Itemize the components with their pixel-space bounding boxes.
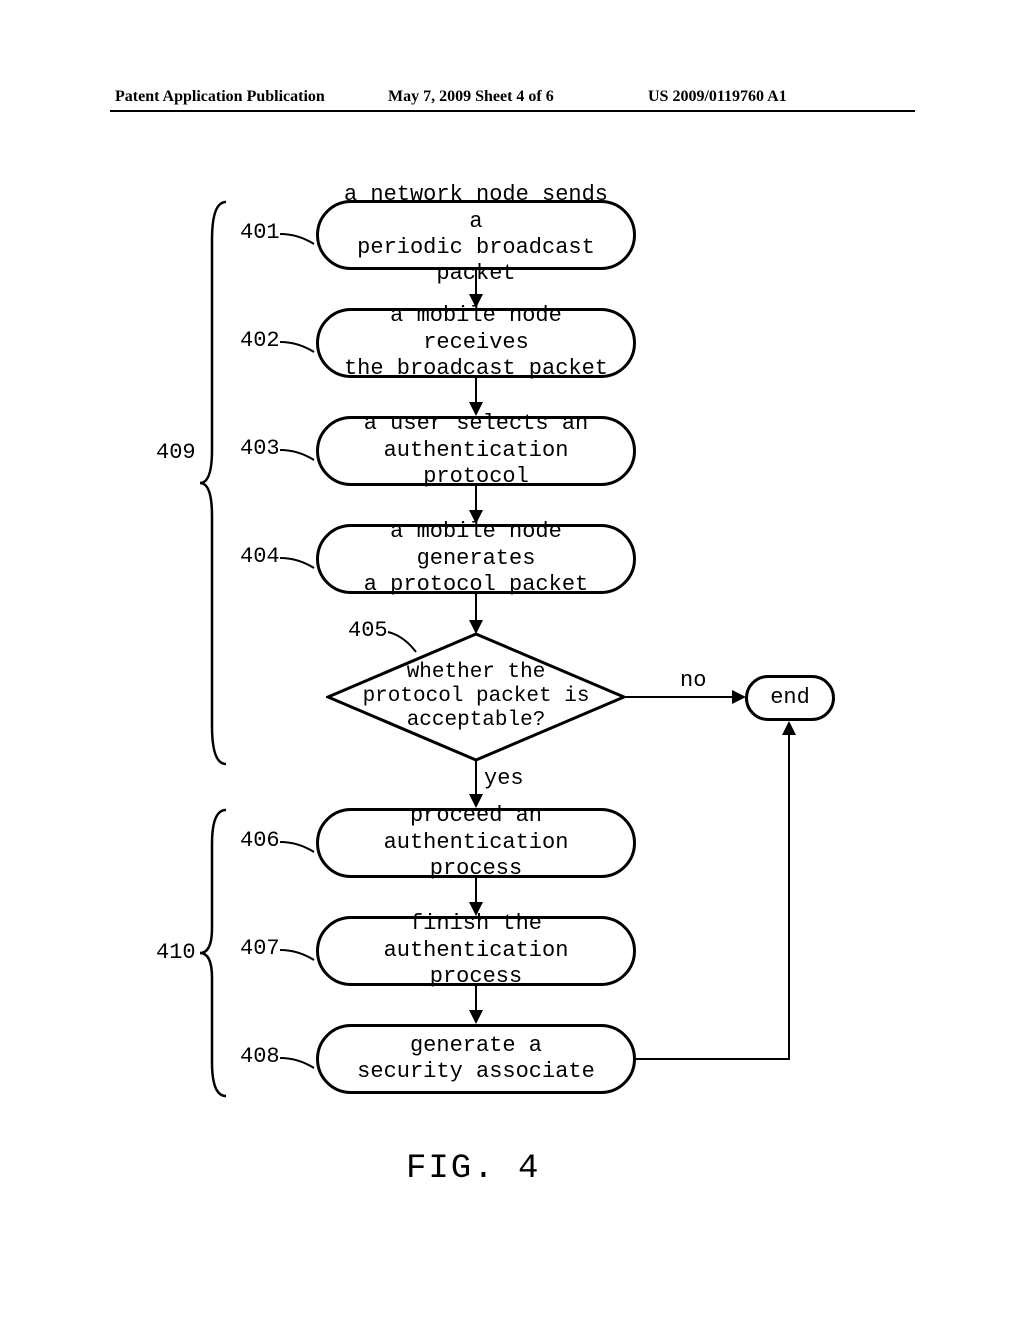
edge-no (624, 696, 734, 698)
node-402: a mobile node receivesthe broadcast pack… (316, 308, 636, 378)
label-405: 405 (348, 618, 388, 643)
edge-406-407 (475, 878, 477, 904)
node-406-text: proceed anauthentication process (337, 803, 615, 882)
edge-406-407-arrow (469, 902, 483, 916)
label-no: no (680, 668, 706, 693)
edge-407-408 (475, 986, 477, 1012)
edge-405-406 (475, 760, 477, 796)
edge-403-404-arrow (469, 510, 483, 524)
edge-405-406-arrow (469, 794, 483, 808)
edge-404-405 (475, 594, 477, 622)
node-403: a user selects anauthentication protocol (316, 416, 636, 486)
header-right: US 2009/0119760 A1 (648, 88, 787, 106)
edge-403-404 (475, 486, 477, 512)
label-404: 404 (240, 544, 280, 569)
edge-402-403-arrow (469, 402, 483, 416)
edge-no-arrow (732, 690, 746, 704)
node-405-decision: whether theprotocol packet isacceptable? (326, 632, 626, 762)
node-405-text: whether theprotocol packet isacceptable? (363, 661, 590, 733)
node-408-text: generate asecurity associate (357, 1033, 595, 1086)
brace-410 (198, 808, 230, 1098)
brace-409 (198, 200, 230, 766)
edge-407-408-arrow (469, 1010, 483, 1024)
edge-408-end-h (636, 1058, 790, 1060)
figure-caption: FIG. 4 (406, 1150, 540, 1188)
node-404: a mobile node generatesa protocol packet (316, 524, 636, 594)
header-mid: May 7, 2009 Sheet 4 of 6 (388, 88, 554, 106)
node-406: proceed anauthentication process (316, 808, 636, 878)
node-403-text: a user selects anauthentication protocol (337, 411, 615, 490)
node-404-text: a mobile node generatesa protocol packet (337, 519, 615, 598)
node-407-text: finish theauthentication process (337, 911, 615, 990)
edge-402-403 (475, 378, 477, 404)
edge-408-end-v (788, 733, 790, 1060)
label-407: 407 (240, 936, 280, 961)
label-401: 401 (240, 220, 280, 245)
edge-401-402-arrow (469, 294, 483, 308)
label-409: 409 (156, 440, 196, 465)
label-402: 402 (240, 328, 280, 353)
header-rule (110, 110, 915, 112)
label-408: 408 (240, 1044, 280, 1069)
node-402-text: a mobile node receivesthe broadcast pack… (337, 303, 615, 382)
edge-401-402 (475, 270, 477, 296)
node-end: end (745, 675, 835, 721)
label-406: 406 (240, 828, 280, 853)
node-407: finish theauthentication process (316, 916, 636, 986)
node-401: a network node sends aperiodic broadcast… (316, 200, 636, 270)
edge-404-405-arrow (469, 620, 483, 634)
label-yes: yes (484, 766, 524, 791)
label-410: 410 (156, 940, 196, 965)
node-end-text: end (770, 685, 810, 711)
label-403: 403 (240, 436, 280, 461)
node-408: generate asecurity associate (316, 1024, 636, 1094)
header-left: Patent Application Publication (115, 88, 325, 106)
edge-408-end-arrow (782, 721, 796, 735)
